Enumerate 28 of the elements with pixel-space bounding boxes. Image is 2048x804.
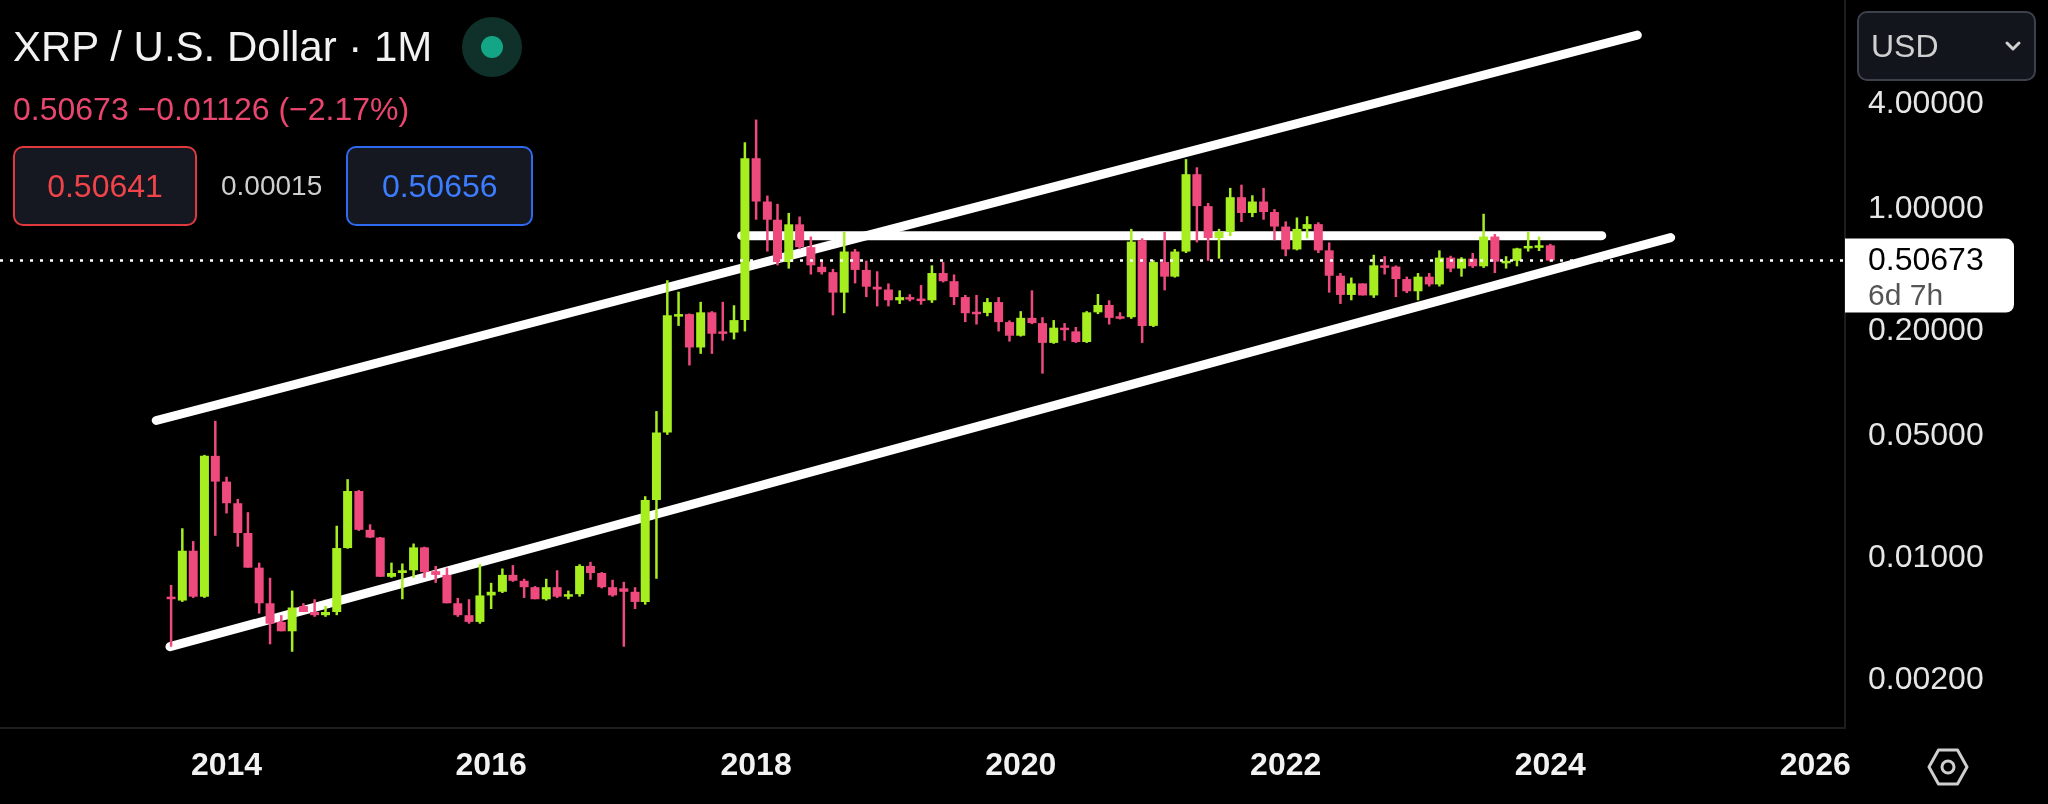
- candlestick: [674, 291, 684, 326]
- annotation: 0.00015: [221, 170, 323, 202]
- y-tick-label: 0.05000: [1868, 415, 1984, 452]
- candlestick: [895, 290, 905, 304]
- x-tick-label: 2016: [455, 746, 527, 783]
- x-tick-label: 2018: [720, 746, 792, 783]
- y-tick-label: 0.20000: [1868, 310, 1984, 347]
- price-box: 0.50641: [13, 146, 197, 226]
- candlestick: [210, 420, 220, 536]
- x-tick-label: 2024: [1514, 746, 1587, 783]
- y-tick-label: 0.00200: [1868, 659, 1984, 696]
- text: 6d 7h: [1868, 277, 1944, 311]
- y-tick-label: 1.00000: [1868, 188, 1984, 225]
- text: XRP / U.S. Dollar · 1M: [13, 23, 433, 71]
- candlestick: [397, 563, 407, 600]
- x-tick-label: 2022: [1250, 746, 1322, 783]
- currency-dropdown: USD: [1857, 11, 2036, 81]
- x-tick-label: 2020: [985, 746, 1057, 783]
- y-tick-label: 0.01000: [1868, 537, 1984, 574]
- x-tick-label: 2026: [1779, 746, 1851, 783]
- y-tick-label: 4.00000: [1868, 83, 1984, 120]
- price-box: 0.50656: [346, 146, 534, 226]
- text: 0.50673 −0.01126 (−2.17%): [13, 90, 411, 128]
- candlestick: [310, 599, 320, 617]
- ref-line-label: 0.50673: [1868, 241, 1984, 278]
- x-tick-label: 2014: [190, 746, 263, 783]
- candlestick: [1380, 256, 1390, 275]
- candlestick: [431, 565, 441, 583]
